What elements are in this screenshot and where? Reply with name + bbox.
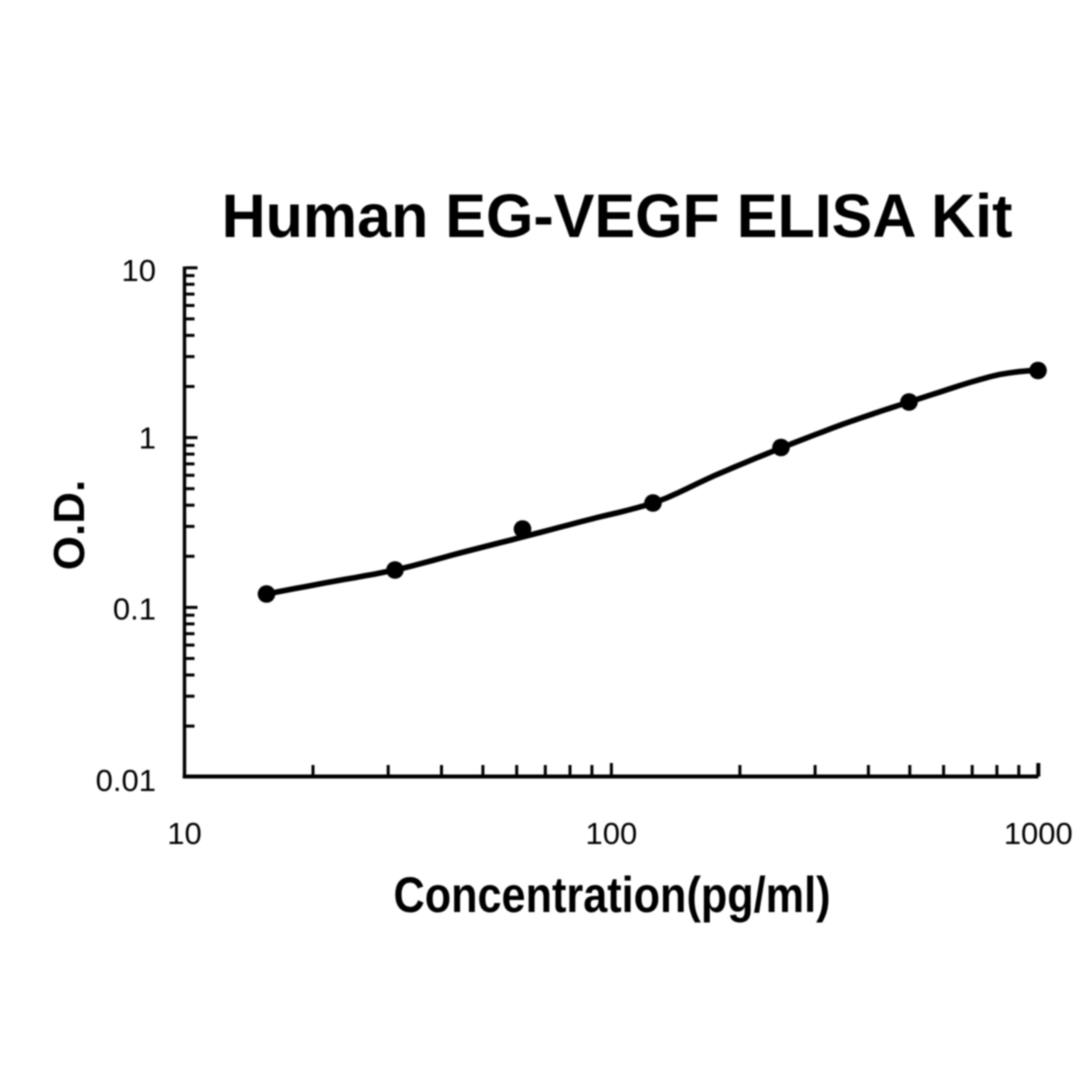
svg-text:1000: 1000 — [1004, 816, 1073, 851]
svg-text:0.1: 0.1 — [113, 592, 156, 627]
svg-text:0.01: 0.01 — [96, 763, 156, 798]
svg-text:1: 1 — [139, 421, 156, 456]
svg-text:10: 10 — [167, 816, 201, 851]
svg-text:10: 10 — [122, 253, 156, 288]
svg-text:Concentration(pg/ml): Concentration(pg/ml) — [394, 867, 831, 923]
svg-text:O.D.: O.D. — [45, 480, 94, 570]
svg-text:100: 100 — [586, 816, 638, 851]
svg-text:Human EG-VEGF ELISA Kit: Human EG-VEGF ELISA Kit — [222, 182, 1013, 250]
